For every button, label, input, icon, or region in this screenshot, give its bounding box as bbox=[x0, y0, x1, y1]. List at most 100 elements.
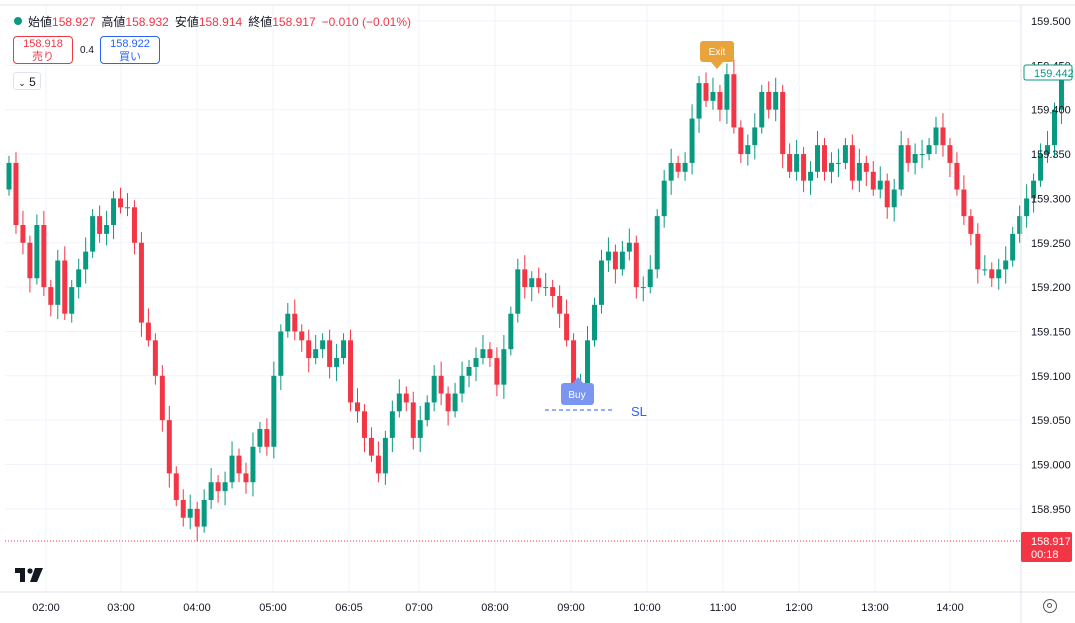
candle-body bbox=[215, 482, 221, 492]
exit-marker-label: Exit bbox=[709, 47, 726, 58]
candle-body bbox=[145, 322, 151, 341]
candle-body bbox=[961, 189, 967, 217]
candle-body bbox=[954, 162, 960, 190]
candle-body bbox=[501, 349, 507, 385]
candle-body bbox=[703, 83, 709, 101]
candle-body bbox=[243, 473, 249, 483]
interval-selector[interactable]: ⌄ 5 bbox=[13, 72, 41, 90]
buy-label: 買い bbox=[119, 51, 141, 63]
last-price-label: 159.442 bbox=[1023, 64, 1074, 81]
x-tick-label: 06:05 bbox=[335, 602, 363, 614]
candle-body bbox=[83, 251, 89, 270]
candle-body bbox=[717, 91, 723, 110]
candle-body bbox=[752, 127, 758, 146]
interval-value: 5 bbox=[29, 75, 36, 89]
candle-body bbox=[201, 499, 207, 527]
open-value: 158.927 bbox=[52, 15, 96, 29]
candle-body bbox=[585, 340, 591, 385]
candle-body bbox=[787, 154, 793, 172]
candle-body bbox=[138, 242, 144, 323]
candle-body bbox=[605, 251, 611, 261]
candle-body bbox=[835, 162, 841, 164]
x-tick-label: 05:00 bbox=[259, 602, 287, 614]
candle-body bbox=[828, 162, 834, 172]
candle-body bbox=[327, 340, 333, 367]
candle-body bbox=[989, 269, 995, 279]
high-label: 高値 bbox=[101, 15, 126, 29]
candle-body bbox=[508, 313, 514, 350]
y-tick-label: 159.400 bbox=[1031, 105, 1071, 117]
current-price-badge: 158.917 00:18 bbox=[1021, 532, 1072, 562]
candle-body bbox=[20, 225, 26, 243]
candle-body bbox=[264, 429, 270, 447]
candle-body bbox=[982, 269, 988, 271]
candle-body bbox=[661, 180, 667, 217]
candle-body bbox=[550, 287, 556, 296]
candle-body bbox=[689, 118, 695, 163]
candle-body bbox=[159, 375, 165, 421]
change-value: −0.010 (−0.01%) bbox=[321, 15, 412, 29]
candle-body bbox=[1045, 145, 1051, 155]
countdown-value: 00:18 bbox=[1031, 549, 1059, 561]
y-tick-label: 159.500 bbox=[1031, 16, 1071, 28]
candle-body bbox=[996, 269, 1002, 279]
candle-body bbox=[6, 162, 12, 190]
tradingview-logo-icon[interactable] bbox=[15, 568, 45, 582]
candle-body bbox=[1038, 154, 1044, 181]
x-tick-label: 12:00 bbox=[785, 602, 813, 614]
candle-body bbox=[821, 145, 827, 172]
y-tick-label: 159.000 bbox=[1031, 460, 1071, 472]
candle-body bbox=[222, 482, 228, 492]
candle-body bbox=[320, 340, 326, 350]
candle-body bbox=[759, 91, 765, 128]
candle-body bbox=[34, 225, 40, 279]
candle-body bbox=[187, 508, 193, 518]
y-tick-label: 159.200 bbox=[1031, 282, 1071, 294]
buy-button[interactable]: 158.922 買い bbox=[100, 36, 160, 64]
candle-body bbox=[124, 207, 130, 209]
buy-price: 158.922 bbox=[110, 38, 150, 50]
candle-body bbox=[647, 269, 653, 288]
candle-body bbox=[1058, 74, 1064, 110]
sell-button[interactable]: 158.918 売り bbox=[13, 36, 73, 64]
price-axis: 159.500159.450159.400159.350159.300159.2… bbox=[1020, 5, 1071, 623]
candle-body bbox=[166, 420, 172, 474]
y-tick-label: 159.100 bbox=[1031, 371, 1071, 383]
sell-price: 158.918 bbox=[23, 38, 63, 50]
candle-body bbox=[842, 145, 848, 163]
candle-body bbox=[773, 91, 779, 110]
low-label: 安値 bbox=[174, 15, 199, 29]
sell-label: 売り bbox=[32, 51, 54, 63]
candle-body bbox=[884, 180, 890, 208]
open-label: 始値 bbox=[28, 15, 53, 29]
candle-body bbox=[118, 198, 124, 208]
candle-body bbox=[48, 287, 54, 305]
candle-body bbox=[1003, 260, 1009, 270]
high-value: 158.932 bbox=[125, 15, 169, 29]
candle-body bbox=[445, 393, 451, 412]
candle-body bbox=[27, 242, 33, 279]
candle-body bbox=[438, 375, 444, 394]
candle-body bbox=[529, 278, 535, 288]
candle-body bbox=[933, 127, 939, 146]
candle-body bbox=[341, 340, 347, 359]
current-price-value: 158.917 bbox=[1031, 536, 1071, 548]
candle-body bbox=[598, 260, 604, 305]
candle-body bbox=[675, 162, 681, 172]
close-label: 終値 bbox=[248, 15, 273, 29]
exit-marker[interactable]: Exit bbox=[700, 41, 734, 69]
buy-marker[interactable]: Buy bbox=[561, 377, 594, 405]
candle-body bbox=[710, 91, 716, 101]
candle-body bbox=[856, 162, 862, 181]
x-tick-label: 08:00 bbox=[481, 602, 509, 614]
candle-body bbox=[403, 393, 409, 403]
candle-body bbox=[877, 180, 883, 190]
y-tick-label: 159.150 bbox=[1031, 326, 1071, 338]
candle-body bbox=[947, 145, 953, 163]
x-tick-label: 10:00 bbox=[633, 602, 661, 614]
candle-body bbox=[368, 437, 374, 456]
gear-icon[interactable] bbox=[1043, 599, 1057, 613]
candle-body bbox=[940, 127, 946, 146]
x-tick-label: 09:00 bbox=[557, 602, 585, 614]
